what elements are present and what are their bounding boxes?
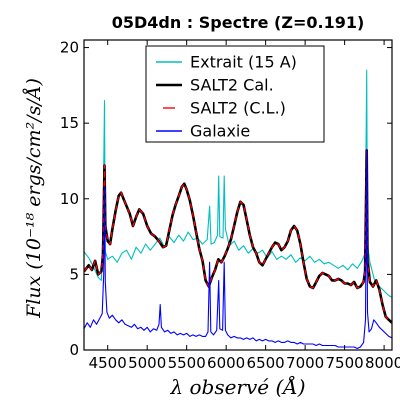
y-axis-label-text: Flux (10⁻¹⁸ ergs/cm²/s/Å) [23, 78, 45, 319]
chart-title: 05D4dn : Spectre (Z=0.191) [112, 13, 365, 32]
plot-frame [83, 39, 393, 351]
legend-label-galaxie: Galaxie [190, 122, 250, 141]
y-tick-label: 5 [69, 265, 79, 283]
x-tick-label: 5000 [128, 354, 166, 372]
series-line-extrait-15-a [84, 69, 392, 298]
x-tick-label: 4500 [89, 354, 127, 372]
series-line-salt2-cal [84, 149, 392, 324]
x-tick-label: 6000 [207, 354, 245, 372]
x-tick-label: 6500 [247, 354, 285, 372]
y-tick-label: 20 [60, 39, 79, 57]
x-tick-label: 8000 [365, 354, 400, 372]
y-tick-label: 15 [60, 114, 79, 132]
series-line-salt2-c-l [84, 149, 392, 324]
x-tick-label: 7000 [286, 354, 324, 372]
legend-label-salt2-cal: SALT2 Cal. [190, 76, 274, 95]
axis-ticks: 4500 5000 5500 6000 6500 7000 7500 8000 0 5 10 15 20 [60, 39, 400, 372]
series-line-galaxie [84, 149, 392, 350]
legend-label-extrait-15-a: Extrait (15 A) [190, 53, 297, 72]
x-tick-label: 7500 [326, 354, 364, 372]
x-axis-label: λ observé (Å) [169, 374, 305, 399]
legend: Extrait (15 A) SALT2 Cal. SALT2 (C.L.) Gala… [145, 45, 325, 143]
y-tick-label: 10 [60, 190, 79, 208]
y-axis-label: Flux (10⁻¹⁸ ergs/cm²/s/Å) [23, 78, 45, 319]
y-tick-label: 0 [69, 341, 79, 359]
legend-label-salt2-c-l: SALT2 (C.L.) [190, 99, 286, 118]
series-layer [84, 69, 392, 350]
x-tick-label: 5500 [168, 354, 206, 372]
